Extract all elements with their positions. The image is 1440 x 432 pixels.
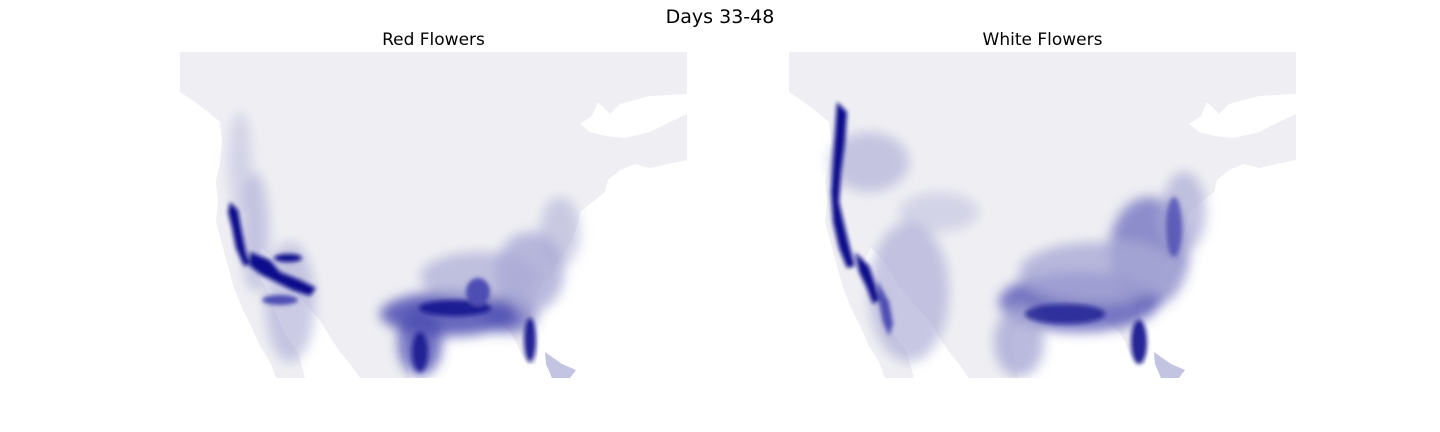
island-arctic-1 xyxy=(1134,52,1153,78)
island-arctic-1 xyxy=(525,52,544,78)
panel-title-red-flowers: Red Flowers xyxy=(382,30,485,50)
land-north-america xyxy=(789,52,1296,378)
island-arctic-2 xyxy=(685,118,687,126)
density-hotspots-white xyxy=(831,102,1182,364)
island-caribbean xyxy=(1154,352,1185,378)
map-white-flowers xyxy=(789,52,1296,378)
panel-title-white-flowers: White Flowers xyxy=(982,30,1103,50)
density-hotspots-red xyxy=(228,202,536,372)
density-layer-white xyxy=(829,132,1206,377)
figure-title: Days 33-48 xyxy=(665,6,775,28)
map-red-flowers xyxy=(180,52,687,378)
island-caribbean xyxy=(545,352,576,378)
